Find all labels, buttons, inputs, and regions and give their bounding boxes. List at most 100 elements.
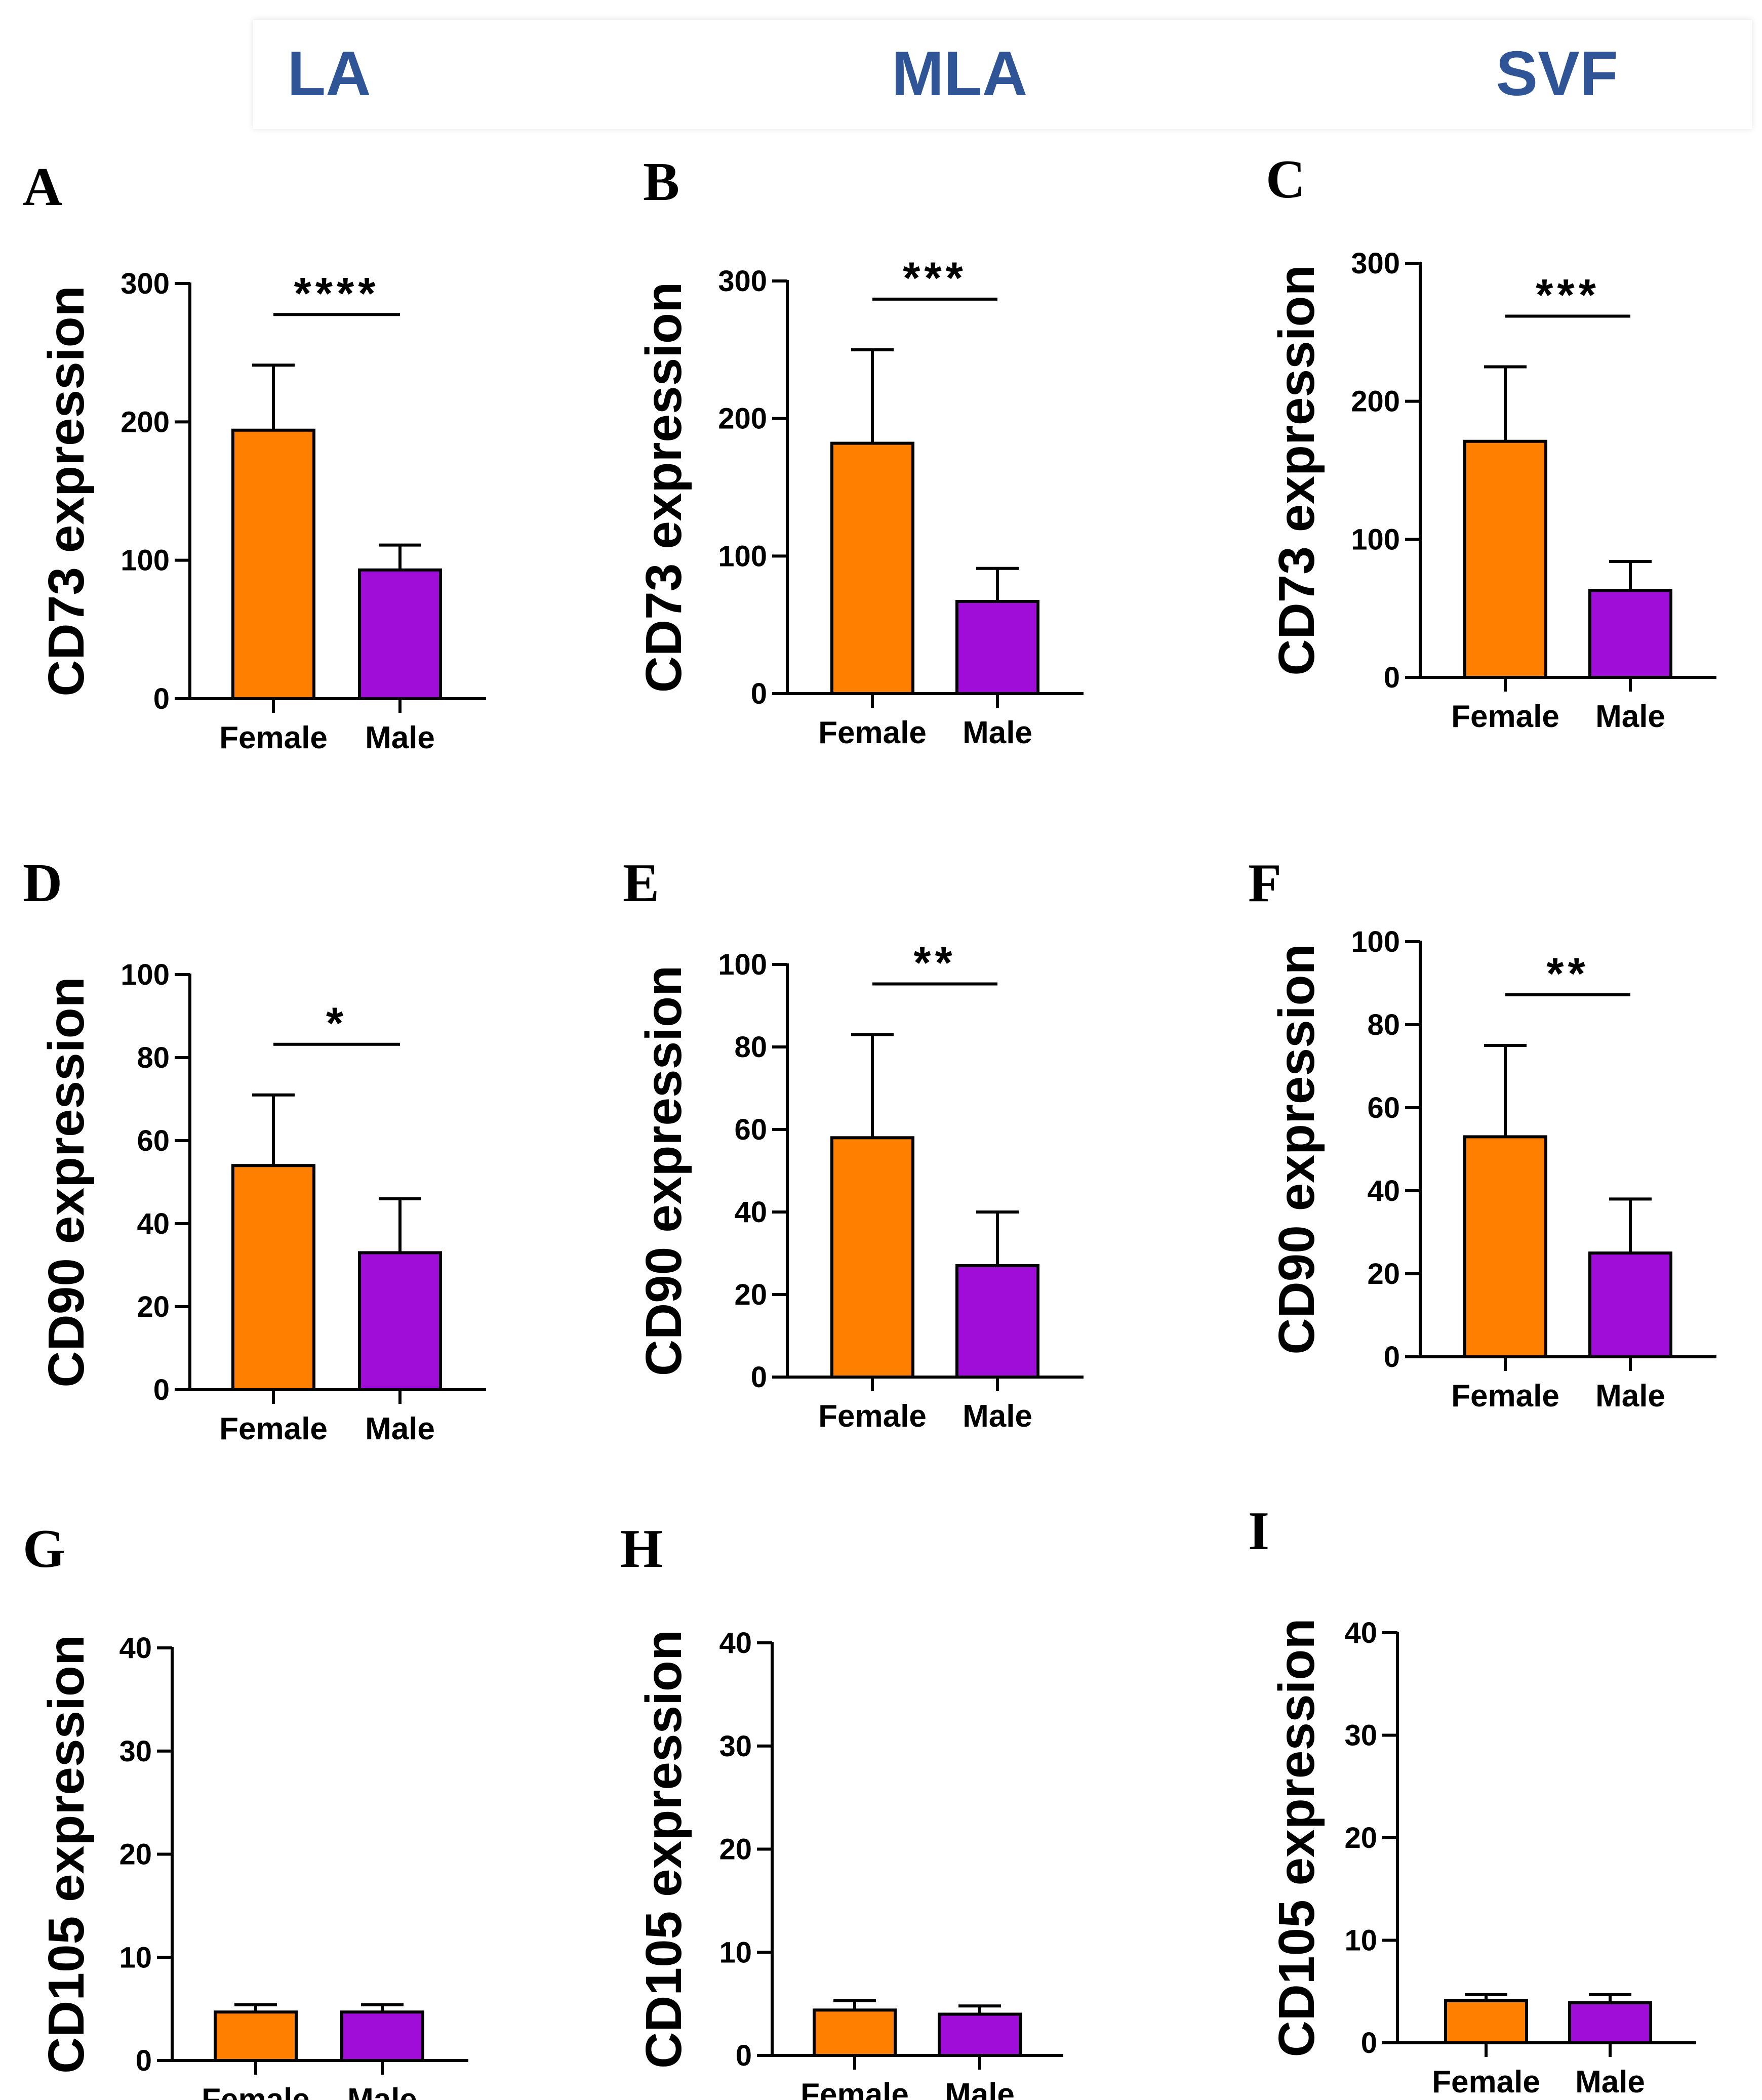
- panel-label: F: [1248, 853, 1282, 913]
- significance-stars: *: [326, 998, 347, 1048]
- bar-male: [1588, 1251, 1672, 1358]
- y-axis-label: CD73 expression: [1268, 265, 1325, 675]
- bar-male: [340, 2010, 424, 2063]
- panel-label: E: [623, 853, 659, 913]
- y-axis-label: CD90 expression: [635, 965, 692, 1376]
- chart-panel-h: H CD105 expression 0 10 20 30 40 Female Male: [620, 1519, 1063, 2100]
- x-tick-label: Female: [219, 1411, 328, 1446]
- y-tick-label: 40: [119, 1632, 152, 1665]
- y-tick-label: 60: [734, 1113, 767, 1146]
- x-tick-label: Male: [1595, 1379, 1665, 1414]
- y-tick-label: 60: [1367, 1092, 1400, 1124]
- y-tick-label: 0: [751, 677, 767, 710]
- y-axis-label: CD105 expression: [1268, 1618, 1325, 2057]
- y-tick-label: 200: [121, 406, 170, 438]
- y-tick-label: 0: [736, 2039, 752, 2072]
- chart-panel-b: B CD73 expression 0 100 200 300 Female Male ***: [635, 152, 1084, 750]
- x-tick-label: Female: [800, 2077, 909, 2100]
- x-tick-label: Male: [1575, 2065, 1645, 2099]
- bar-female: [813, 2008, 897, 2057]
- y-tick-label: 10: [719, 1936, 752, 1969]
- column-header-mla: MLA: [891, 39, 1028, 109]
- column-header-la: LA: [287, 39, 371, 109]
- x-tick-label: Male: [963, 715, 1032, 750]
- y-tick-label: 0: [751, 1361, 767, 1394]
- panel-label: H: [620, 1519, 663, 1579]
- y-tick-label: 30: [719, 1730, 752, 1763]
- x-tick-label: Female: [1451, 699, 1559, 734]
- y-tick-label: 200: [1351, 385, 1400, 418]
- x-tick-label: Male: [963, 1399, 1032, 1434]
- panel-label: D: [23, 853, 62, 913]
- y-tick-label: 0: [1361, 2027, 1377, 2059]
- bar-male: [955, 599, 1039, 695]
- chart-panel-c: C CD73 expression 0 100 200 300 Female Male ***: [1266, 149, 1716, 734]
- panel-label: G: [23, 1519, 65, 1579]
- x-tick-label: Male: [365, 1411, 435, 1446]
- significance-stars: **: [1546, 948, 1589, 998]
- x-tick-label: Male: [945, 2077, 1015, 2100]
- y-tick-label: 100: [121, 958, 170, 991]
- y-axis-label: CD73 expression: [635, 282, 692, 693]
- y-tick-label: 0: [1384, 661, 1400, 694]
- y-tick-label: 40: [719, 1627, 752, 1660]
- y-tick-label: 60: [137, 1124, 170, 1157]
- bar-male: [955, 1264, 1039, 1379]
- panel-label: B: [643, 152, 679, 212]
- y-tick-label: 20: [1344, 1822, 1377, 1854]
- y-tick-label: 10: [1344, 1924, 1377, 1957]
- bar-male: [1588, 589, 1672, 679]
- y-tick-label: 100: [718, 540, 767, 573]
- significance-stars: ***: [1536, 270, 1600, 320]
- y-tick-label: 20: [137, 1290, 170, 1323]
- chart-panel-g: G CD105 expression 0 10 20 30 40 Female Male: [23, 1519, 468, 2100]
- y-tick-label: 100: [1351, 523, 1400, 556]
- x-tick-label: Female: [1451, 1379, 1559, 1414]
- panel-label: C: [1266, 149, 1305, 210]
- y-axis-label: CD73 expression: [38, 286, 95, 696]
- chart-panel-a: A CD73 expression 0 100 200 300 Female Male ****: [23, 157, 486, 755]
- y-tick-label: 0: [136, 2044, 152, 2077]
- y-axis-label: CD105 expression: [635, 1630, 692, 2069]
- y-tick-label: 20: [1367, 1258, 1400, 1290]
- bar-male: [358, 1251, 442, 1391]
- x-tick-label: Male: [347, 2082, 417, 2100]
- chart-panel-e: E CD90 expression 0 20 40 60 80 100 Female Male **: [623, 853, 1084, 1434]
- column-header-band: [253, 19, 1752, 129]
- x-tick-label: Female: [818, 715, 927, 750]
- chart-panel-i: I CD105 expression 0 10 20 30 40 Female Male: [1248, 1501, 1696, 2099]
- bar-female: [214, 2010, 298, 2063]
- bar-female: [1463, 1135, 1547, 1358]
- y-tick-label: 20: [734, 1278, 767, 1311]
- y-tick-label: 20: [119, 1838, 152, 1871]
- y-tick-label: 0: [153, 1374, 170, 1406]
- y-tick-label: 100: [718, 948, 767, 981]
- significance-stars: ***: [903, 253, 967, 303]
- y-tick-label: 30: [119, 1735, 152, 1768]
- bar-female: [1444, 1999, 1528, 2045]
- y-tick-label: 40: [1344, 1617, 1377, 1649]
- y-tick-label: 80: [1367, 1008, 1400, 1041]
- bar-male: [1568, 2001, 1652, 2044]
- bar-female: [231, 428, 315, 700]
- bar-female: [1463, 439, 1547, 679]
- y-tick-label: 80: [734, 1031, 767, 1064]
- y-tick-label: 10: [119, 1941, 152, 1974]
- panel-label: A: [23, 157, 62, 217]
- x-tick-label: Female: [1432, 2065, 1540, 2099]
- x-tick-label: Female: [219, 720, 328, 755]
- chart-panel-f: F CD90 expression 0 20 40 60 80 100 Female Male **: [1248, 853, 1716, 1414]
- bar-male: [938, 2012, 1022, 2057]
- y-tick-label: 20: [719, 1833, 752, 1866]
- significance-stars: **: [913, 938, 956, 988]
- bar-male: [358, 568, 442, 701]
- x-tick-label: Female: [818, 1399, 927, 1434]
- bar-female: [830, 441, 914, 695]
- y-tick-label: 40: [1367, 1175, 1400, 1207]
- y-axis-label: CD90 expression: [1268, 944, 1325, 1354]
- y-tick-label: 100: [1351, 925, 1400, 958]
- column-header-svf: SVF: [1496, 39, 1618, 109]
- x-tick-label: Female: [202, 2082, 310, 2100]
